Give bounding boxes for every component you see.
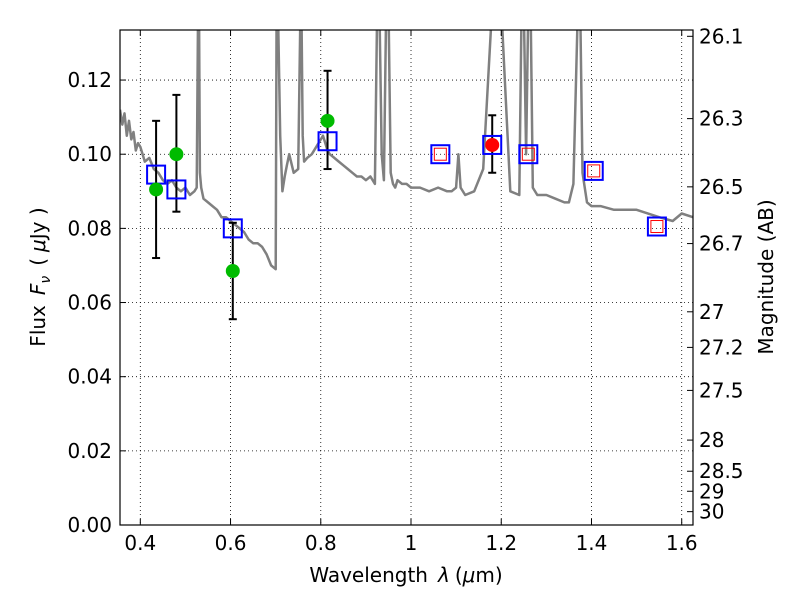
photometry-upper-marker bbox=[433, 147, 447, 161]
magnitude-tick-label: 30 bbox=[699, 500, 724, 524]
magnitude-axis-label: Magnitude (AB) bbox=[754, 199, 778, 354]
magnitude-tick-label: 29 bbox=[699, 479, 724, 503]
plot-area bbox=[120, 30, 693, 525]
observed-data-point bbox=[225, 264, 240, 279]
model-photometry-marker bbox=[583, 160, 604, 181]
magnitude-tick-label: 26.1 bbox=[699, 24, 744, 48]
y-tick-label: 0.00 bbox=[67, 513, 112, 537]
magnitude-tick-label: 26.5 bbox=[699, 175, 744, 199]
y-tick-label: 0.04 bbox=[67, 365, 112, 389]
sed-model-line bbox=[120, 30, 693, 271]
photometry-upper-marker bbox=[521, 147, 535, 161]
y-tick-label: 0.12 bbox=[67, 68, 112, 92]
observed-data-point bbox=[169, 147, 184, 162]
model-photometry-marker bbox=[166, 179, 187, 200]
magnitude-tick-label: 26.3 bbox=[699, 107, 744, 131]
x-axis-label: Wavelength λ (μm) bbox=[309, 563, 502, 587]
model-photometry-marker bbox=[430, 144, 451, 165]
model-photometry-marker bbox=[222, 218, 243, 239]
magnitude-tick-label: 26.7 bbox=[699, 232, 744, 256]
x-tick-labels: 0.4 0.6 0.8 1 1.2 1.4 1.6 bbox=[124, 531, 697, 555]
y-tick-label: 0.02 bbox=[67, 439, 112, 463]
magnitude-tick-label: 27 bbox=[699, 300, 724, 324]
x-tick-label: 0.4 bbox=[124, 531, 156, 555]
observed-data-point bbox=[485, 137, 500, 152]
magnitude-tick-label: 28.5 bbox=[699, 459, 744, 483]
x-tick-label: 0.6 bbox=[215, 531, 247, 555]
magnitude-tick-label: 28 bbox=[699, 428, 724, 452]
y-tick-labels: 0.00 0.02 0.04 0.06 0.08 0.10 0.12 bbox=[67, 68, 112, 537]
model-photometry-marker bbox=[317, 131, 338, 152]
magnitude-tick-label: 27.5 bbox=[699, 378, 744, 402]
y-tick-label: 0.10 bbox=[67, 142, 112, 166]
observed-data-point bbox=[320, 113, 335, 128]
x-tick-label: 1.4 bbox=[576, 531, 608, 555]
y-tick-label: 0.08 bbox=[67, 216, 112, 240]
grid bbox=[120, 30, 693, 526]
x-tick-label: 1.2 bbox=[485, 531, 517, 555]
photometry-upper-marker bbox=[587, 164, 601, 178]
model-photometry-marker bbox=[646, 216, 667, 237]
x-tick-label: 1 bbox=[405, 531, 418, 555]
plot-content bbox=[120, 30, 693, 321]
plot-frame bbox=[119, 29, 694, 526]
y-axis-label: FluxFν(μJy ) bbox=[26, 207, 54, 346]
model-photometry-marker bbox=[482, 134, 503, 155]
y-tick-label: 0.06 bbox=[67, 291, 112, 315]
ticks bbox=[120, 30, 693, 526]
x-tick-label: 1.6 bbox=[666, 531, 698, 555]
x-tick-label: 0.8 bbox=[305, 531, 337, 555]
observed-data-point bbox=[149, 182, 164, 197]
magnitude-tick-label: 27.2 bbox=[699, 335, 744, 359]
model-photometry-marker bbox=[518, 144, 539, 165]
photometry-upper-marker bbox=[650, 220, 664, 234]
